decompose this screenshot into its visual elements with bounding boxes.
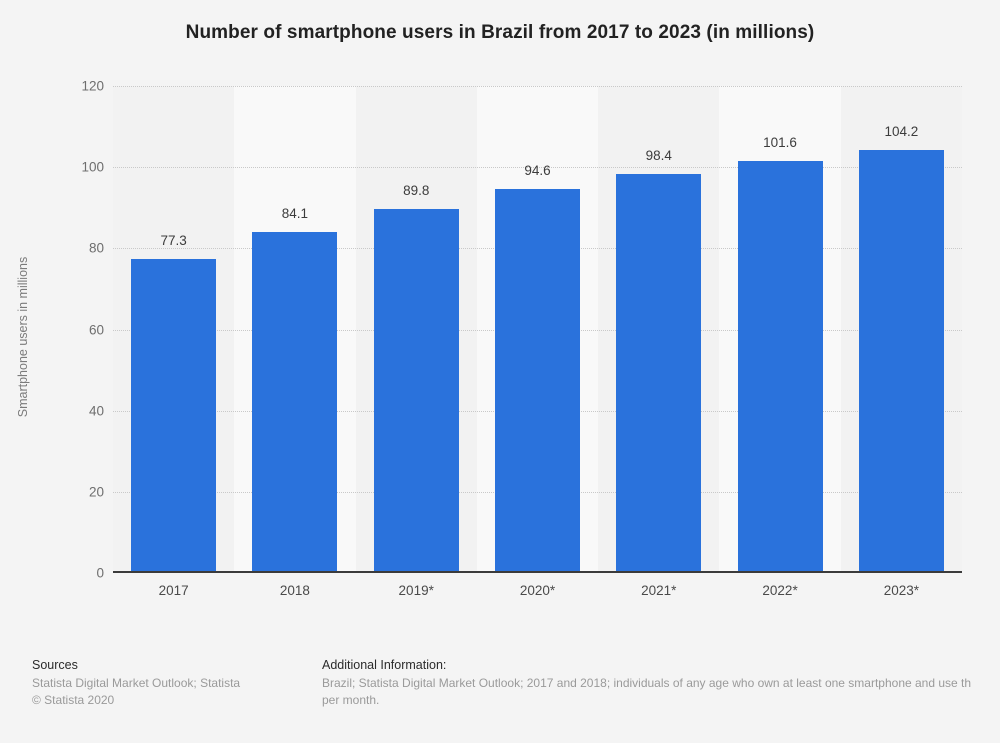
x-tick-label: 2021* — [641, 583, 677, 598]
y-tick-label: 120 — [81, 78, 104, 94]
x-tick-label: 2023* — [883, 583, 919, 598]
bar-value-label: 104.2 — [884, 124, 919, 140]
sources-text: Statista Digital Market Outlook; Statist… — [32, 676, 241, 707]
bar[interactable] — [858, 150, 944, 573]
bar-value-label: 98.4 — [645, 147, 672, 163]
additional-information-block: Additional Information: Brazil; Statista… — [322, 658, 1000, 709]
bar-value-label: 101.6 — [763, 134, 797, 150]
x-axis-ticks: 2017 2018 2019* 2020* 2021* 2022* 2023* — [113, 583, 962, 605]
bar-value-label: 77.3 — [160, 233, 187, 249]
additional-information-heading: Additional Information: — [322, 658, 447, 672]
bar[interactable] — [616, 173, 702, 573]
bar-value-label: 84.1 — [281, 205, 309, 221]
sources-block: Sources Statista Digital Market Outlook;… — [32, 658, 312, 709]
plot-area: 77.3 84.1 89.8 94.6 98.4 101.6 104.2 — [113, 86, 962, 573]
gridline — [113, 167, 962, 169]
x-tick-label: 2018 — [279, 583, 310, 598]
bar[interactable] — [495, 189, 580, 573]
footer: Sources Statista Digital Market Outlook;… — [0, 650, 1000, 743]
x-tick-label: 2017 — [158, 583, 189, 598]
y-tick-label: 0 — [96, 565, 104, 581]
y-tick-label: 40 — [88, 403, 104, 419]
x-tick-label: 2020* — [519, 583, 556, 598]
bar[interactable] — [252, 231, 338, 573]
bar[interactable] — [131, 259, 217, 573]
page-title: Number of smartphone users in Brazil fro… — [185, 22, 815, 43]
y-axis-ticks: 0 20 40 60 80 100 120 — [52, 79, 104, 581]
y-tick-label: 80 — [88, 240, 104, 256]
bar[interactable] — [737, 160, 823, 573]
y-tick-label: 100 — [81, 159, 104, 175]
bar-value-label: 89.8 — [403, 182, 430, 198]
bar[interactable] — [373, 208, 459, 573]
additional-information-text: Brazil; Statista Digital Market Outlook;… — [322, 676, 972, 707]
bar-value-label: 94.6 — [524, 163, 551, 179]
x-tick-label: 2022* — [762, 583, 798, 598]
x-axis-line — [113, 571, 962, 573]
gridline — [113, 86, 962, 87]
y-axis-title: Smartphone users in millions — [16, 256, 30, 418]
x-tick-label: 2019* — [398, 583, 434, 598]
sources-heading: Sources — [32, 658, 78, 672]
y-tick-label: 20 — [88, 484, 104, 500]
y-tick-label: 60 — [88, 322, 104, 337]
